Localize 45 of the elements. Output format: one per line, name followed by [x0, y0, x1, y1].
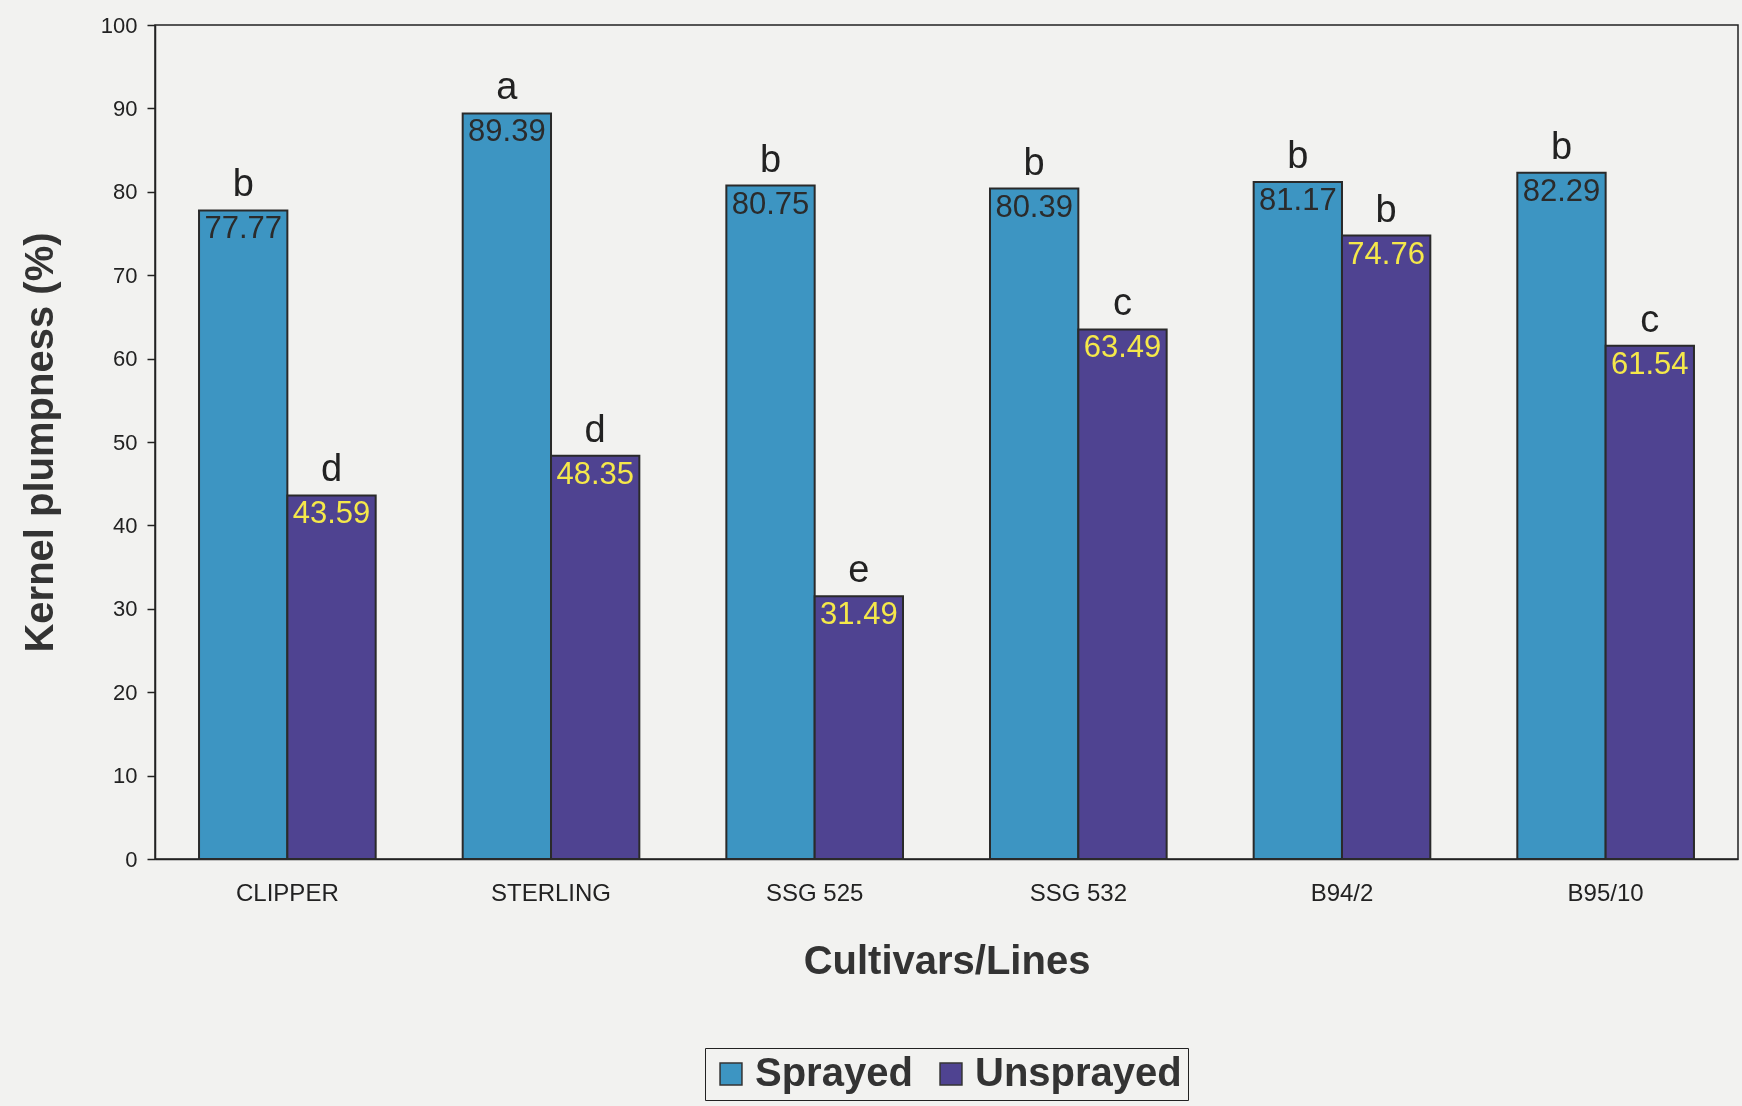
- data-label: 31.49: [820, 596, 898, 632]
- data-label: 63.49: [1083, 329, 1162, 365]
- y-tick-label: 40: [113, 512, 138, 538]
- y-tick-label: 0: [125, 846, 138, 872]
- data-label: 48.35: [556, 455, 634, 491]
- legend-label: Unsprayed: [975, 1050, 1182, 1094]
- data-label: 81.17: [1259, 182, 1337, 218]
- x-tick-label: SSG 532: [1029, 878, 1128, 906]
- annotation: d: [584, 407, 606, 450]
- x-tick-label: SSG 525: [765, 878, 864, 906]
- y-tick-label: 20: [113, 679, 138, 705]
- x-tick-label: STERLING: [491, 878, 612, 906]
- data-label: 61.54: [1611, 345, 1689, 381]
- data-label: 74.76: [1347, 235, 1425, 271]
- data-label: 82.29: [1522, 172, 1601, 208]
- annotation: b: [1550, 124, 1573, 167]
- legend-label: Sprayed: [755, 1050, 913, 1094]
- annotation: b: [232, 162, 254, 205]
- y-tick-label: 10: [113, 763, 138, 789]
- x-tick-label: CLIPPER: [236, 878, 339, 906]
- annotation: b: [759, 137, 782, 180]
- data-label: 43.59: [292, 495, 371, 531]
- x-tick-label: B94/2: [1310, 878, 1374, 906]
- y-tick-label: 80: [113, 179, 138, 205]
- y-tick-label: 100: [100, 12, 138, 38]
- data-label: 80.75: [731, 185, 810, 221]
- annotation: c: [1112, 281, 1132, 324]
- annotation: c: [1640, 297, 1660, 340]
- data-label: 89.39: [468, 113, 546, 149]
- x-tick-label: B95/10: [1567, 878, 1644, 906]
- y-tick-label: 60: [113, 346, 138, 372]
- y-tick-label: 90: [113, 95, 138, 121]
- annotation: b: [1287, 134, 1309, 177]
- y-tick-label: 50: [113, 429, 138, 455]
- data-label: 77.77: [204, 210, 282, 246]
- annotation: a: [496, 65, 519, 108]
- annotation: b: [1023, 140, 1045, 183]
- annotation: e: [848, 548, 870, 591]
- annotation: d: [320, 447, 343, 490]
- y-tick-label: 70: [113, 262, 138, 288]
- x-axis-title: Cultivars/Lines: [803, 937, 1091, 982]
- annotation: b: [1375, 187, 1397, 230]
- y-tick-label: 30: [113, 596, 138, 622]
- y-axis-title: Kernel plumpness (%): [16, 232, 61, 653]
- data-label: 80.39: [995, 188, 1073, 224]
